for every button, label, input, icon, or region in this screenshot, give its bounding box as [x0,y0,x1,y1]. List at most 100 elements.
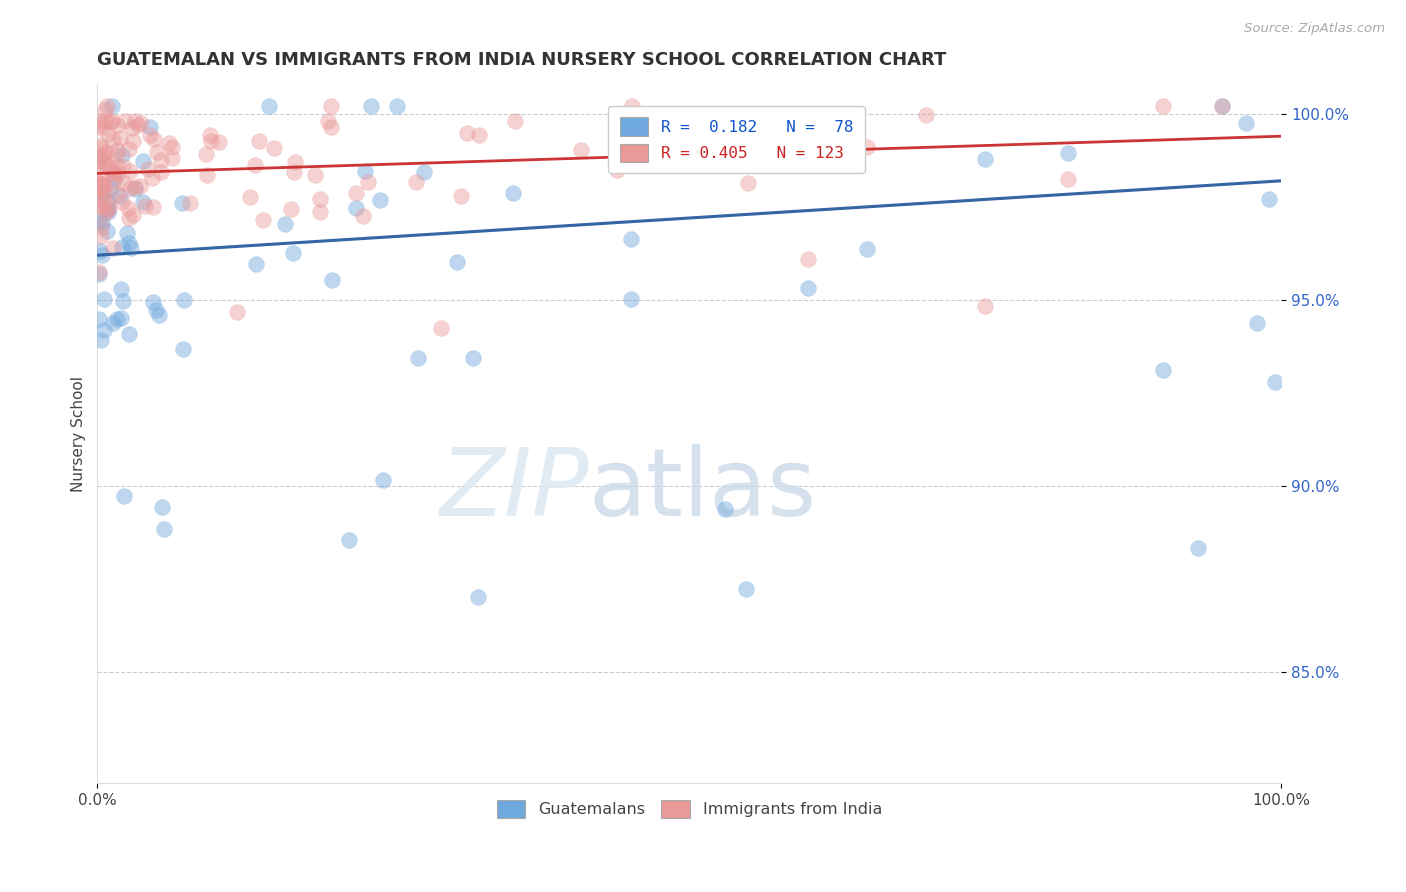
Point [96,156,118,170]
Point [263,141,285,155]
Point [105,312,128,326]
Point [94,145,117,160]
Point [101,99,124,113]
Point [1152,99,1174,113]
Point [122,134,145,148]
Point [249,134,271,148]
Point [97,195,120,210]
Point [170,195,193,210]
Point [87,176,110,190]
Point [796,252,818,267]
Point [121,121,143,136]
Point [91,216,114,230]
Point [87,267,110,281]
Point [915,108,938,122]
Point [111,195,134,210]
Point [308,204,330,219]
Point [87,153,110,168]
Point [194,147,217,161]
Point [89,114,111,128]
Point [90,219,112,234]
Point [606,162,628,177]
Point [173,293,195,307]
Point [129,178,152,193]
Point [103,241,125,255]
Point [90,172,112,186]
Point [93,114,115,128]
Point [413,165,436,179]
Point [105,148,128,162]
Point [1258,192,1281,206]
Point [89,151,111,165]
Point [110,311,132,326]
Point [91,182,114,196]
Point [132,153,155,168]
Point [142,295,165,310]
Point [319,120,342,134]
Point [129,116,152,130]
Point [90,333,112,347]
Point [93,206,115,220]
Point [124,180,146,194]
Point [94,194,117,209]
Point [406,351,429,366]
Point [98,201,121,215]
Point [101,114,124,128]
Point [117,201,139,215]
Point [91,199,114,213]
Point [1264,376,1286,390]
Point [101,166,124,180]
Point [117,227,139,241]
Point [91,248,114,262]
Point [357,175,380,189]
Point [89,312,111,326]
Point [90,149,112,163]
Point [111,294,134,309]
Point [93,185,115,199]
Point [110,282,132,296]
Point [118,211,141,225]
Point [456,126,478,140]
Point [974,299,997,313]
Point [87,192,110,206]
Point [91,191,114,205]
Point [97,202,120,216]
Point [90,178,112,192]
Point [198,128,221,142]
Point [145,302,167,317]
Point [105,159,128,173]
Point [1152,363,1174,377]
Point [93,146,115,161]
Point [101,133,124,147]
Point [138,161,160,176]
Point [239,190,262,204]
Point [142,132,165,146]
Point [200,134,222,148]
Point [112,159,135,173]
Point [93,178,115,193]
Point [93,292,115,306]
Text: Source: ZipAtlas.com: Source: ZipAtlas.com [1244,22,1385,36]
Point [104,170,127,185]
Legend: Guatemalans, Immigrants from India: Guatemalans, Immigrants from India [491,793,889,824]
Point [368,193,391,207]
Point [111,148,134,162]
Point [974,152,997,166]
Point [446,255,468,269]
Point [97,204,120,219]
Point [98,162,121,177]
Point [569,143,592,157]
Point [118,326,141,341]
Point [281,246,304,260]
Point [87,158,110,172]
Point [179,195,201,210]
Point [124,114,146,128]
Point [110,131,132,145]
Point [461,351,484,366]
Point [195,168,218,182]
Point [855,140,877,154]
Point [98,114,121,128]
Point [96,99,118,113]
Point [502,186,524,201]
Point [90,228,112,243]
